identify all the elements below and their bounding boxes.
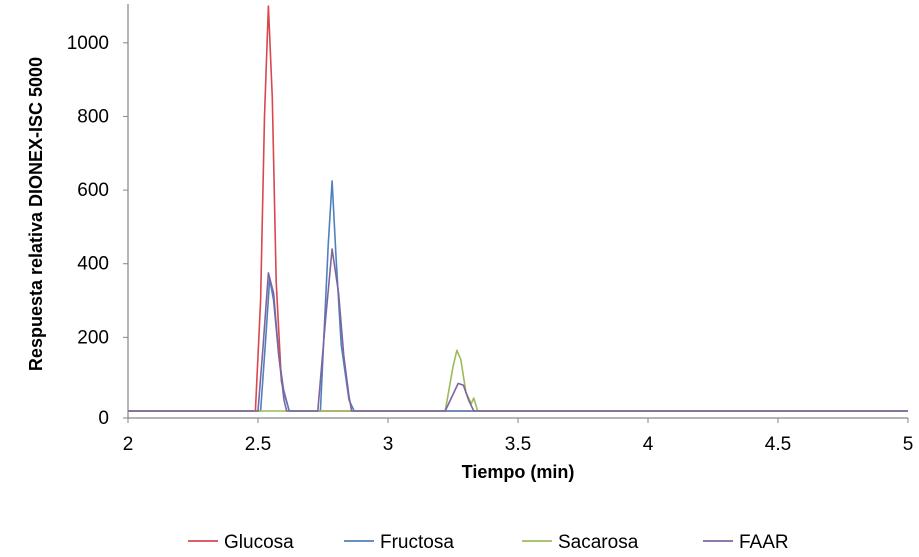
legend-label-fructosa: Fructosa <box>380 532 454 553</box>
y-tick-label: 1000 <box>67 33 109 54</box>
series-line-faar <box>128 248 908 412</box>
x-tick-label: 2 <box>123 434 134 455</box>
legend-label-faar: FAAR <box>739 532 789 553</box>
legend-label-sacarosa: Sacarosa <box>558 532 639 553</box>
x-tick-label: 4 <box>643 434 654 455</box>
y-tick-label: 200 <box>77 327 109 348</box>
y-axis-title: Respuesta relativa DIONEX-ISC 5000 <box>26 57 46 371</box>
x-tick-label: 3.5 <box>505 434 531 455</box>
series-line-fructosa <box>128 180 908 412</box>
series-line-glucosa <box>128 5 908 412</box>
x-tick-label: 5 <box>903 434 914 455</box>
y-tick-label: 600 <box>77 180 109 201</box>
x-tick-label: 3 <box>383 434 394 455</box>
x-tick-label: 2.5 <box>245 434 271 455</box>
y-tick-label: 800 <box>77 106 109 127</box>
y-tick-label: 400 <box>77 254 109 275</box>
y-tick-label: 0 <box>98 408 109 429</box>
series-line-sacarosa <box>128 349 908 412</box>
x-axis-title: Tiempo (min) <box>462 462 575 482</box>
legend-label-glucosa: Glucosa <box>224 532 294 553</box>
x-tick-label: 4.5 <box>765 434 791 455</box>
